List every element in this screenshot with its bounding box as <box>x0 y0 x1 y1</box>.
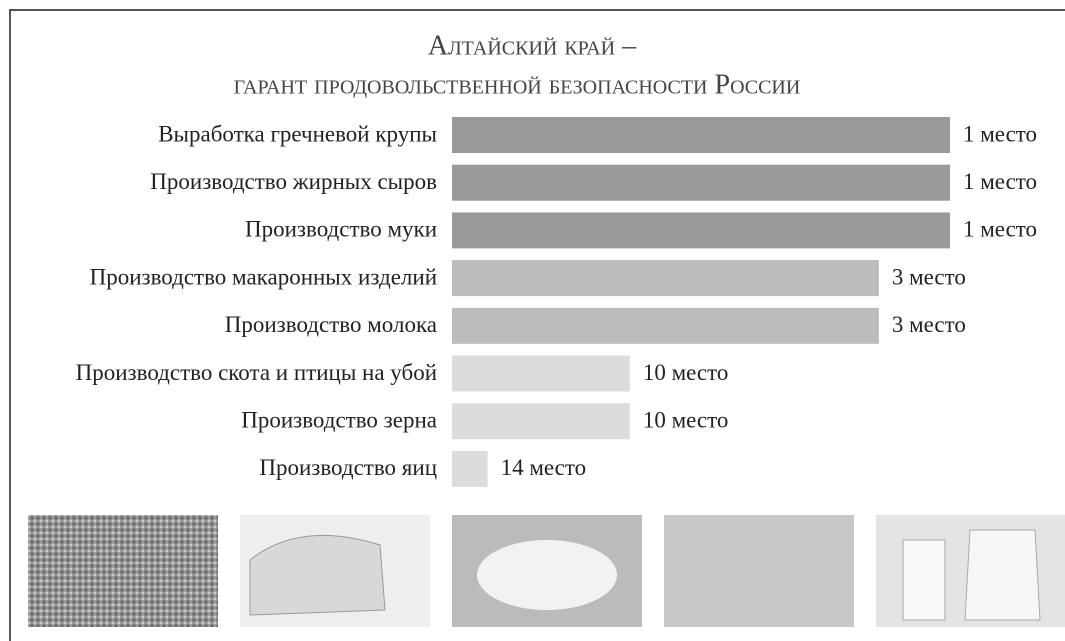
photo-flour-shape <box>477 540 617 610</box>
chart-title: Алтайский край – <box>428 30 637 61</box>
value-label: 1 место <box>963 169 1037 194</box>
category-label: Производство макаронных изделий <box>90 264 437 289</box>
chart-subtitle: гарант продовольственной безопасности Ро… <box>234 69 801 100</box>
category-label: Производство молока <box>225 312 437 337</box>
value-label: 1 место <box>963 217 1037 242</box>
photo-pasta <box>664 515 854 627</box>
bar <box>452 307 879 344</box>
value-label: 1 место <box>963 121 1037 146</box>
photo-milk-glass <box>902 539 946 621</box>
bar <box>452 164 950 201</box>
bar <box>452 117 950 153</box>
bar <box>452 212 950 249</box>
category-label: Выработка гречневой крупы <box>158 121 437 146</box>
value-label: 14 место <box>501 455 587 480</box>
value-label: 10 место <box>643 360 729 385</box>
category-label: Производство муки <box>245 217 437 242</box>
value-label: 10 место <box>643 407 729 432</box>
category-label: Производство скота и птицы на убой <box>76 360 437 385</box>
bar <box>452 403 630 440</box>
photos <box>28 515 1065 627</box>
value-label: 3 место <box>892 264 966 289</box>
bar <box>452 355 630 392</box>
bar <box>452 260 879 297</box>
photo-milk-jug <box>964 529 1041 621</box>
frame <box>9 9 1065 641</box>
photo-buckwheat <box>28 515 218 627</box>
category-label: Производство яиц <box>259 455 437 480</box>
value-label: 3 место <box>892 312 966 337</box>
photo-cheese-shape <box>249 534 386 616</box>
category-label: Производство зерна <box>241 407 437 432</box>
bar <box>452 450 488 487</box>
category-label: Производство жирных сыров <box>150 169 437 194</box>
